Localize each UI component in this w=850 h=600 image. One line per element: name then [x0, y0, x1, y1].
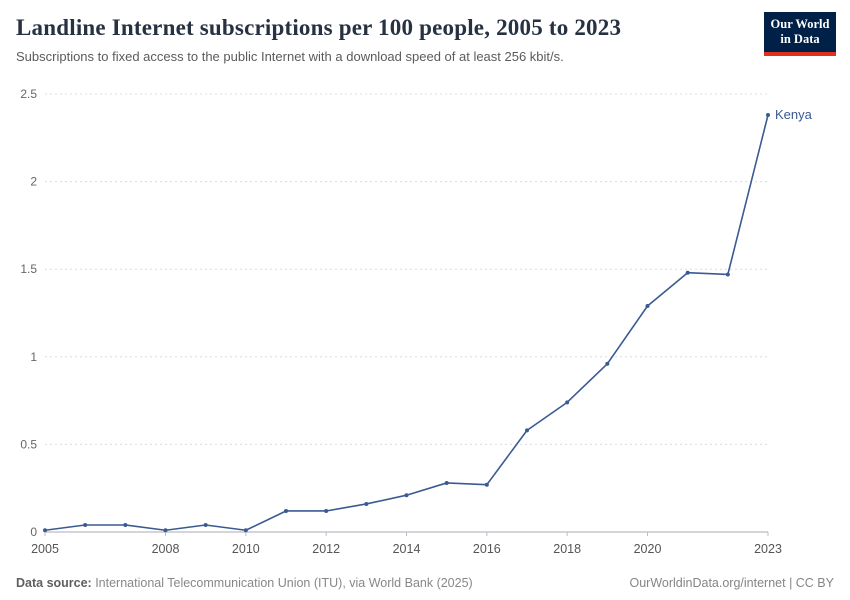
series-end-label-kenya: Kenya [775, 107, 813, 122]
chart-header: Landline Internet subscriptions per 100 … [16, 14, 740, 64]
x-tick-label: 2023 [754, 542, 782, 556]
line-chart: 0 0.5 1 1.5 2 2.5 2005 2008 2010 2012 2014 2016 2018… [20, 87, 813, 556]
y-tick-label: 2.5 [20, 87, 37, 101]
x-tick-label: 2012 [312, 542, 340, 556]
y-tick-label: 1 [30, 350, 37, 364]
y-tick-label: 0.5 [20, 437, 37, 451]
owid-logo-line1: Our World [770, 17, 830, 31]
data-source-text: International Telecommunication Union (I… [91, 576, 473, 590]
x-tick-label: 2008 [152, 542, 180, 556]
chart-area: 0 0.5 1 1.5 2 2.5 2005 2008 2010 2012 2014 2016 2018… [0, 82, 850, 564]
series-line-kenya [44, 114, 769, 532]
page-title: Landline Internet subscriptions per 100 … [16, 15, 622, 40]
owid-logo-line2: in Data [780, 32, 820, 47]
y-tick-label: 0 [30, 525, 37, 539]
data-source-label: Data source: [16, 576, 92, 590]
owid-license-link[interactable]: OurWorldinData.org/internet | CC BY [629, 576, 835, 590]
x-tick-label: 2018 [553, 542, 581, 556]
y-tick-label: 1.5 [20, 262, 37, 276]
x-tick-label: 2016 [473, 542, 501, 556]
x-tick-label: 2010 [232, 542, 260, 556]
owid-logo[interactable]: Our World in Data [764, 12, 836, 56]
x-tick-label: 2020 [634, 542, 662, 556]
chart-footer: Data source: International Telecommunica… [16, 576, 834, 590]
x-tick-label: 2005 [31, 542, 59, 556]
data-source: Data source: International Telecommunica… [16, 576, 473, 590]
y-tick-label: 2 [30, 175, 37, 189]
x-tick-label: 2014 [393, 542, 421, 556]
page-subtitle: Subscriptions to fixed access to the pub… [16, 48, 564, 64]
